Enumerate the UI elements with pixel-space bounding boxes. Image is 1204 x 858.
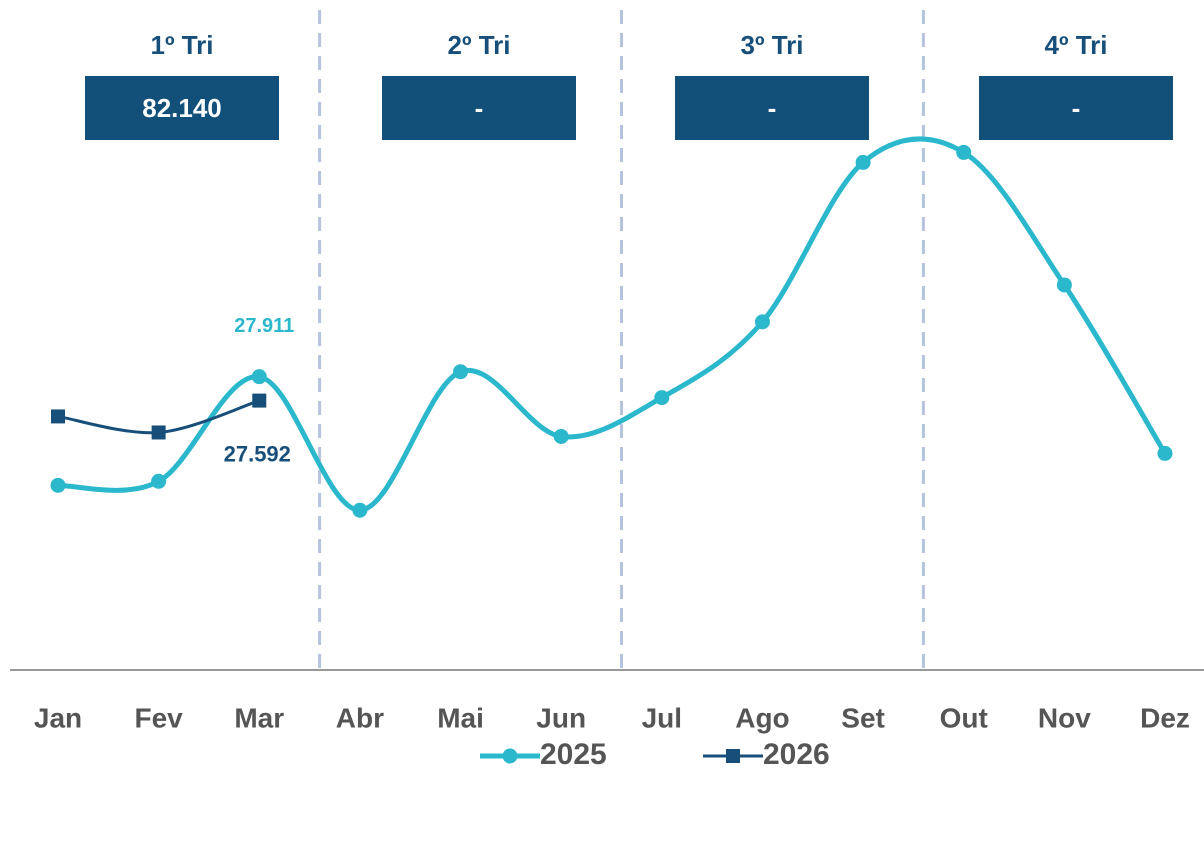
quarter-title: 1º Tri: [151, 30, 214, 60]
quarter-value: -: [475, 93, 484, 123]
quarter-box: [675, 76, 869, 140]
legend-marker: [726, 749, 740, 763]
x-tick-label: Mai: [437, 702, 484, 733]
point: [654, 390, 670, 406]
quarter-value: -: [768, 93, 777, 123]
x-tick-label: Jan: [34, 702, 82, 733]
quarter-title: 4º Tri: [1045, 30, 1108, 60]
x-tick-label: Mar: [234, 702, 284, 733]
point: [151, 425, 166, 440]
legend-label: 2026: [763, 738, 830, 771]
x-tick-label: Out: [940, 702, 988, 733]
x-tick-label: Dez: [1140, 702, 1190, 733]
x-tick-label: Set: [841, 702, 885, 733]
x-tick-label: Ago: [735, 702, 789, 733]
legend-marker: [502, 748, 518, 764]
point: [956, 144, 972, 160]
data-label: 27.911: [234, 315, 294, 337]
quarter-value: 82.140: [142, 93, 222, 123]
point: [855, 154, 871, 170]
point: [754, 314, 770, 330]
quarter-box: [85, 76, 279, 140]
data-label: 27.592: [224, 441, 291, 466]
quarter-value: -: [1072, 93, 1081, 123]
quarter-box: [382, 76, 576, 140]
point: [553, 428, 569, 444]
quarter-box: [979, 76, 1173, 140]
quarter-title: 3º Tri: [741, 30, 804, 60]
x-tick-label: Nov: [1038, 702, 1091, 733]
point: [453, 364, 469, 380]
point: [352, 502, 368, 518]
legend-label: 2025: [540, 738, 607, 771]
x-tick-label: Jul: [642, 702, 682, 733]
point: [251, 369, 267, 385]
point: [50, 477, 66, 493]
point: [1157, 445, 1173, 461]
point: [1056, 277, 1072, 293]
x-tick-label: Abr: [336, 702, 384, 733]
x-tick-label: Jun: [536, 702, 586, 733]
quarter-title: 2º Tri: [448, 30, 511, 60]
point: [252, 393, 267, 408]
x-tick-label: Fev: [135, 702, 184, 733]
point: [151, 473, 167, 489]
point: [51, 409, 65, 424]
